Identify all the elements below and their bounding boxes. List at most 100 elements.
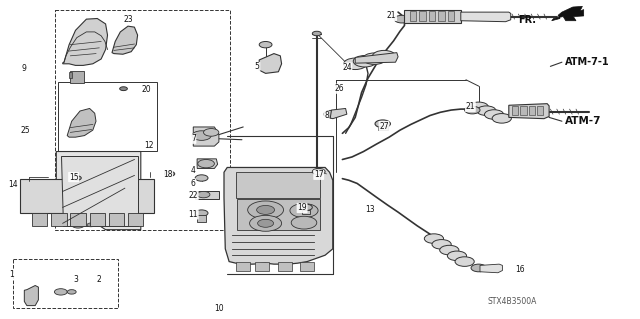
Circle shape — [300, 204, 312, 211]
Polygon shape — [61, 156, 138, 226]
Text: 21: 21 — [466, 102, 475, 111]
Polygon shape — [195, 191, 219, 199]
Text: 6: 6 — [191, 179, 196, 188]
Circle shape — [465, 106, 480, 114]
Polygon shape — [56, 152, 141, 230]
Text: 7: 7 — [191, 134, 196, 143]
Circle shape — [372, 50, 396, 62]
Circle shape — [432, 240, 451, 249]
Polygon shape — [109, 213, 124, 226]
Polygon shape — [480, 264, 502, 273]
Text: 24: 24 — [342, 63, 352, 72]
Circle shape — [324, 110, 339, 118]
Polygon shape — [20, 179, 154, 213]
Text: 20: 20 — [141, 85, 151, 94]
Polygon shape — [461, 12, 511, 22]
Polygon shape — [302, 210, 310, 214]
Text: STX4B3500A: STX4B3500A — [487, 297, 537, 306]
Polygon shape — [509, 104, 549, 119]
Circle shape — [87, 223, 95, 227]
Text: 18: 18 — [163, 170, 172, 179]
FancyBboxPatch shape — [69, 72, 72, 78]
Text: 15: 15 — [68, 173, 79, 182]
Polygon shape — [448, 11, 454, 21]
Polygon shape — [63, 19, 108, 65]
Polygon shape — [193, 127, 219, 146]
Polygon shape — [24, 286, 38, 306]
Circle shape — [344, 58, 367, 70]
FancyBboxPatch shape — [55, 10, 230, 230]
Circle shape — [248, 201, 284, 219]
Polygon shape — [355, 53, 398, 63]
Polygon shape — [224, 167, 333, 264]
Text: 9: 9 — [22, 64, 27, 73]
Polygon shape — [330, 108, 347, 119]
Text: 8: 8 — [324, 111, 329, 120]
Circle shape — [195, 210, 208, 216]
Text: 23: 23 — [123, 15, 133, 24]
Polygon shape — [520, 106, 527, 115]
Polygon shape — [278, 262, 292, 271]
Circle shape — [257, 205, 275, 214]
Circle shape — [164, 171, 175, 176]
Polygon shape — [112, 26, 138, 54]
Circle shape — [197, 191, 210, 198]
Text: ATM-7-1: ATM-7-1 — [564, 57, 609, 67]
Circle shape — [257, 219, 274, 227]
Polygon shape — [378, 126, 388, 130]
Circle shape — [290, 204, 318, 218]
Circle shape — [120, 87, 127, 91]
Circle shape — [72, 176, 81, 180]
Text: 21: 21 — [387, 11, 396, 20]
Text: 17: 17 — [314, 170, 324, 179]
Circle shape — [250, 215, 282, 231]
Circle shape — [353, 56, 376, 67]
Circle shape — [312, 168, 325, 175]
Circle shape — [394, 15, 410, 23]
Text: 10: 10 — [214, 304, 224, 313]
Circle shape — [440, 245, 459, 255]
Polygon shape — [237, 199, 320, 230]
Polygon shape — [419, 11, 426, 21]
Circle shape — [471, 264, 486, 272]
Text: 27: 27 — [379, 122, 389, 130]
Polygon shape — [410, 11, 416, 21]
Circle shape — [375, 120, 390, 128]
Text: 26: 26 — [334, 84, 344, 93]
Polygon shape — [32, 213, 47, 226]
Circle shape — [291, 216, 317, 229]
Circle shape — [484, 110, 504, 119]
Circle shape — [198, 160, 214, 168]
Circle shape — [67, 290, 76, 294]
Circle shape — [312, 31, 321, 36]
Polygon shape — [512, 106, 518, 115]
Text: 22: 22 — [189, 191, 198, 200]
Polygon shape — [197, 159, 218, 168]
Text: FR.: FR. — [518, 15, 536, 25]
Text: 2: 2 — [97, 275, 102, 284]
Polygon shape — [51, 213, 67, 226]
Circle shape — [455, 257, 474, 266]
FancyBboxPatch shape — [70, 71, 84, 83]
Polygon shape — [259, 54, 282, 73]
Text: 14: 14 — [8, 180, 18, 189]
Polygon shape — [70, 213, 86, 226]
Polygon shape — [429, 11, 435, 21]
Polygon shape — [438, 11, 445, 21]
Circle shape — [192, 131, 211, 140]
Text: 19: 19 — [297, 204, 307, 212]
Circle shape — [477, 106, 496, 115]
Polygon shape — [552, 6, 584, 21]
Text: 1: 1 — [9, 271, 14, 279]
Text: 16: 16 — [515, 265, 525, 274]
Polygon shape — [90, 213, 105, 226]
Polygon shape — [236, 262, 250, 271]
Circle shape — [195, 175, 208, 181]
Circle shape — [259, 41, 272, 48]
Circle shape — [447, 251, 467, 261]
Text: 11: 11 — [189, 210, 198, 219]
Text: 25: 25 — [20, 126, 31, 135]
FancyBboxPatch shape — [58, 82, 157, 151]
Polygon shape — [197, 215, 206, 222]
Text: 13: 13 — [365, 205, 375, 214]
